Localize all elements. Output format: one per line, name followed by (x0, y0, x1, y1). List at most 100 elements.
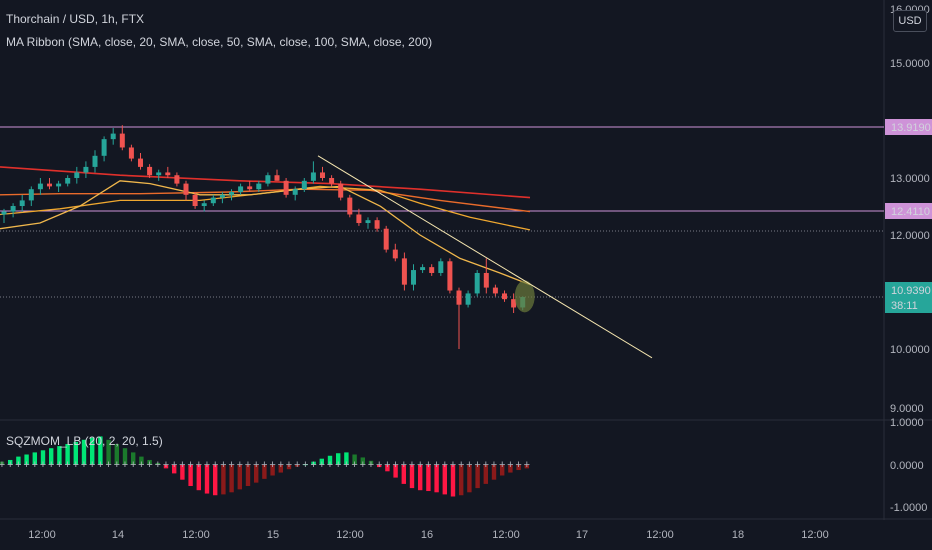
candle-body (447, 261, 453, 291)
squeeze-dot: + (32, 459, 38, 471)
time-tick-label: 12:00 (801, 529, 829, 541)
osc-bar (180, 465, 185, 480)
osc-bar (172, 465, 177, 474)
osc-bar (32, 452, 37, 465)
candle-body (174, 175, 180, 184)
osc-bar (73, 441, 78, 465)
squeeze-dot: + (81, 459, 87, 471)
osc-bar (0, 461, 5, 465)
osc-bar (311, 461, 316, 465)
squeeze-dot: + (376, 459, 382, 471)
osc-bar (368, 460, 374, 465)
candle-body (156, 172, 162, 176)
candle-body (356, 214, 362, 224)
squeeze-dot: + (483, 459, 489, 471)
osc-bar (81, 439, 87, 465)
candle-body (219, 194, 225, 198)
price-label-bg (885, 119, 932, 135)
osc-tick-label: -1.0000 (890, 502, 927, 514)
price-label-text: 10.9390 (891, 285, 931, 297)
candle-body (56, 183, 62, 187)
osc-bar (426, 465, 431, 492)
osc-bar (418, 465, 423, 491)
squeeze-dot: + (327, 459, 333, 471)
osc-bar (229, 465, 234, 493)
candle-body (374, 220, 380, 229)
candle-body (320, 172, 325, 178)
squeeze-dot: + (474, 459, 480, 471)
candle-body (147, 166, 153, 176)
time-tick-label: 12:00 (28, 529, 56, 541)
osc-bar (65, 444, 70, 465)
trendline (317, 155, 653, 359)
price-tick-label: 10.0000 (890, 344, 930, 356)
candle-body (474, 272, 480, 294)
squeeze-dot: + (89, 459, 95, 471)
squeeze-dot: + (146, 459, 152, 471)
osc-bar (352, 454, 357, 465)
osc-bar (377, 465, 382, 468)
osc-bar (360, 457, 365, 465)
osc-bar (49, 448, 54, 465)
candle-body (1, 211, 7, 215)
osc-bar (204, 465, 210, 494)
time-tick-label: 12:00 (646, 529, 674, 541)
candle-body (210, 197, 216, 204)
candle-body (492, 287, 498, 294)
candle-body (229, 192, 234, 195)
osc-bar (237, 465, 242, 490)
squeeze-dot: + (138, 459, 144, 471)
candle-body (365, 220, 371, 224)
candle-body (283, 180, 289, 195)
candle-body (401, 258, 407, 285)
ma20-line (0, 180, 531, 286)
candle-body (247, 186, 253, 190)
candle-body (438, 261, 444, 273)
osc-bar (344, 452, 349, 465)
symbol-legend[interactable]: Thorchain / USD, 1h, FTX (6, 12, 145, 26)
squeeze-dot: + (204, 459, 210, 471)
squeeze-dot: + (187, 459, 193, 471)
squeeze-dot: + (237, 459, 243, 471)
squeeze-dot: + (179, 459, 185, 471)
squeeze-dot: + (130, 459, 136, 471)
sqzmom-legend[interactable]: SQZMOM_LB (20, 2, 20, 1.5) (6, 434, 163, 448)
time-tick-label: 12:00 (182, 529, 210, 541)
osc-bar (459, 465, 464, 496)
squeeze-dot: + (458, 459, 464, 471)
squeeze-dot: + (499, 459, 505, 471)
osc-bar (196, 465, 201, 491)
squeeze-dot: + (212, 459, 218, 471)
osc-bar (295, 465, 300, 467)
squeeze-dot: + (105, 459, 111, 471)
ma-ribbon-legend[interactable]: MA Ribbon (SMA, close, 20, SMA, close, 5… (6, 35, 433, 49)
currency-badge[interactable]: USD (893, 10, 927, 32)
squeeze-dot: + (491, 459, 497, 471)
squeeze-dot: + (196, 459, 202, 471)
price-tick-label: 13.0000 (890, 173, 930, 185)
candle-body (110, 133, 116, 140)
squeeze-dot: + (253, 459, 259, 471)
candle-body (411, 270, 416, 285)
squeeze-dot: + (294, 459, 300, 471)
squeeze-dot: + (515, 459, 521, 471)
osc-bar (147, 459, 152, 465)
osc-bar (8, 459, 13, 465)
osc-bar (40, 450, 46, 465)
time-tick-label: 15 (267, 529, 279, 541)
squeeze-dot: + (40, 459, 46, 471)
osc-bar (336, 453, 341, 465)
squeeze-dot: + (425, 459, 431, 471)
osc-bar (327, 455, 333, 465)
squeeze-dot: + (228, 459, 234, 471)
osc-bar (303, 464, 308, 466)
squeeze-dot: + (23, 459, 29, 471)
time-tick-label: 12:00 (336, 529, 364, 541)
osc-bar (114, 444, 119, 465)
candle-body (10, 206, 16, 212)
squeeze-dot: + (401, 459, 407, 471)
osc-bar (450, 465, 456, 497)
squeeze-dot: + (114, 459, 120, 471)
squeeze-dot: + (384, 459, 390, 471)
